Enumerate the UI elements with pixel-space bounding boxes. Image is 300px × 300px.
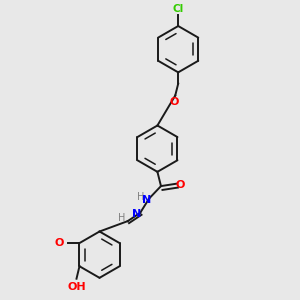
- Text: O: O: [170, 97, 179, 107]
- Text: N: N: [132, 209, 141, 219]
- Text: H: H: [137, 192, 145, 202]
- Text: OH: OH: [67, 282, 86, 292]
- Text: H: H: [118, 213, 125, 223]
- Text: O: O: [54, 238, 64, 248]
- Text: N: N: [142, 195, 151, 205]
- Text: Cl: Cl: [172, 4, 184, 14]
- Text: O: O: [176, 180, 185, 190]
